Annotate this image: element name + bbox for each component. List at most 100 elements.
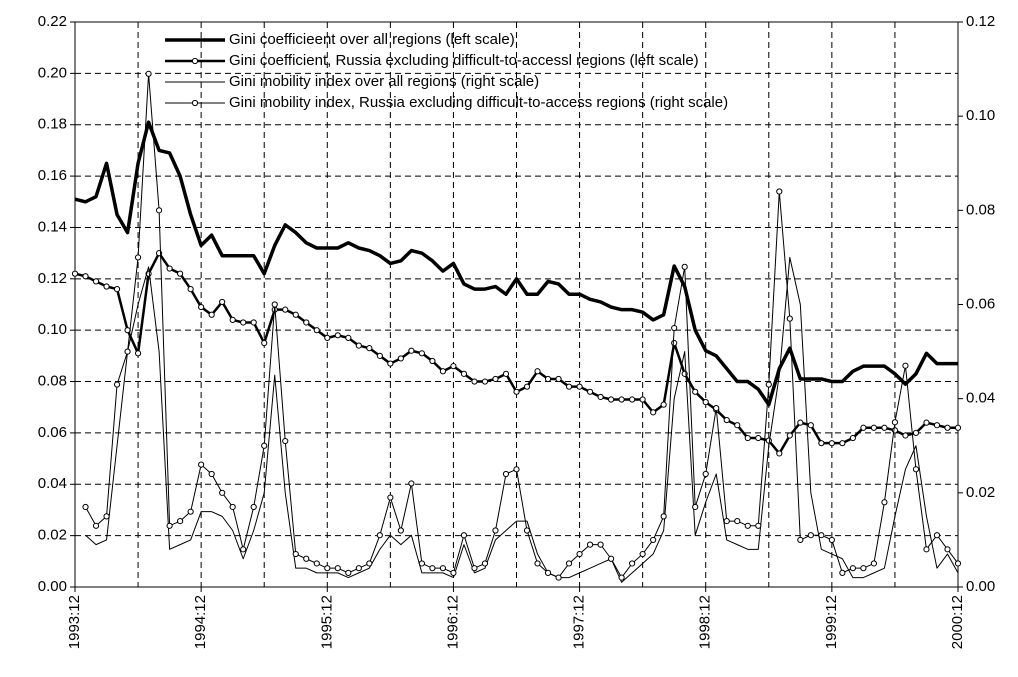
series-marker <box>250 319 257 326</box>
series-marker <box>513 388 520 395</box>
series-marker <box>692 388 699 395</box>
series-marker <box>397 527 404 534</box>
series-marker <box>113 381 121 388</box>
series-marker <box>597 393 604 401</box>
legend-marker <box>191 99 199 107</box>
series-marker <box>450 569 457 576</box>
series-marker <box>807 422 814 429</box>
series-marker <box>208 470 215 478</box>
series-marker <box>219 298 226 306</box>
series-marker <box>618 574 625 581</box>
series-marker <box>303 555 310 562</box>
series-marker <box>355 565 362 572</box>
series-marker <box>408 480 415 487</box>
series-marker <box>103 283 110 290</box>
series-marker <box>355 342 362 349</box>
series-marker <box>418 560 425 567</box>
series-marker <box>292 311 299 318</box>
series-marker <box>839 440 846 447</box>
series-marker <box>702 470 709 478</box>
series-line <box>74 120 958 407</box>
series-marker <box>198 461 205 468</box>
series-marker <box>71 270 79 277</box>
series-marker <box>755 522 762 529</box>
series-marker <box>439 565 447 572</box>
series-marker <box>439 368 447 375</box>
series-marker <box>576 383 583 390</box>
series-marker <box>828 440 835 447</box>
series-marker <box>261 339 268 347</box>
series-marker <box>555 375 562 383</box>
series-marker <box>650 536 657 544</box>
series-marker <box>324 565 331 572</box>
series-marker <box>629 396 636 403</box>
series-marker <box>208 311 215 318</box>
x-tick-label: 1994:12 <box>192 595 209 649</box>
y-tick-label: 0.14 <box>38 218 67 235</box>
series-marker <box>376 532 383 539</box>
series-marker <box>933 532 941 539</box>
series-marker <box>92 522 100 529</box>
series-marker <box>923 546 930 553</box>
series-marker <box>713 404 720 412</box>
series-marker <box>219 489 226 496</box>
series-marker <box>198 303 205 311</box>
series-marker <box>113 285 121 293</box>
x-tick-label: 1999:12 <box>823 595 840 649</box>
series-marker <box>292 550 299 558</box>
y-tick-label: 0.16 <box>38 167 67 184</box>
series-marker <box>166 522 173 529</box>
series-marker <box>250 503 257 511</box>
y-tick-label: 0.00 <box>38 578 67 595</box>
series-marker <box>282 306 289 313</box>
series-marker <box>492 527 499 534</box>
series-marker <box>366 345 373 352</box>
series-marker <box>849 565 856 572</box>
series-marker <box>692 503 699 511</box>
series-marker <box>460 370 468 377</box>
series-marker <box>313 327 320 334</box>
y-tick-label: 0.02 <box>38 527 67 544</box>
series-marker <box>502 470 510 478</box>
series-marker <box>734 422 741 429</box>
series-marker <box>576 550 583 558</box>
series-marker <box>881 424 888 431</box>
series-marker <box>870 424 878 431</box>
series-marker <box>313 560 320 567</box>
series-marker <box>891 419 899 426</box>
series-marker <box>334 565 341 572</box>
series-marker <box>776 450 783 457</box>
series-marker <box>860 424 867 431</box>
series-marker <box>534 560 541 567</box>
series-marker <box>881 499 888 506</box>
series-marker <box>324 334 331 341</box>
series-marker <box>134 350 142 357</box>
series-marker <box>492 375 499 383</box>
series-marker <box>765 381 772 388</box>
series-marker <box>103 513 110 520</box>
series-marker <box>334 332 341 339</box>
series-marker <box>723 416 730 424</box>
legend-label: Gini mobility index over all regions (ri… <box>229 73 539 90</box>
series-marker <box>229 316 236 324</box>
series-marker <box>502 370 510 377</box>
series-marker <box>902 432 909 439</box>
series-marker <box>240 319 247 326</box>
series-marker <box>261 442 268 449</box>
y-tick-label: 0.04 <box>38 475 67 492</box>
legend-marker <box>191 57 199 65</box>
series-marker <box>450 363 457 370</box>
series-marker <box>912 429 920 437</box>
series-marker <box>954 424 962 431</box>
series-marker <box>954 560 962 567</box>
series-line <box>85 256 959 583</box>
y-tick-label: 0.06 <box>38 424 67 441</box>
y2-tick-label: 0.12 <box>966 13 995 30</box>
series-marker <box>902 362 909 369</box>
series-marker <box>555 574 562 581</box>
series-marker <box>860 565 867 572</box>
series-marker <box>839 569 846 576</box>
y-tick-label: 0.20 <box>38 64 67 81</box>
series-marker <box>818 532 825 539</box>
